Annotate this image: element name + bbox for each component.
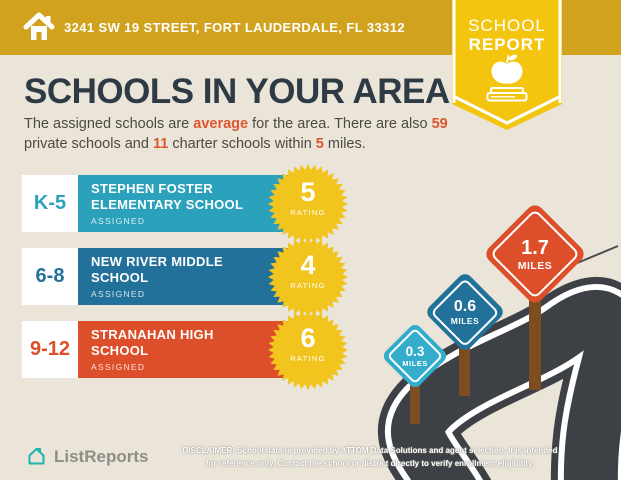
ribbon-title-line1: SCHOOL (468, 16, 546, 35)
footer: ListReports DISCLAIMER: School data is p… (0, 438, 621, 480)
rating-value: 5 (300, 177, 316, 207)
book-icon (486, 87, 528, 102)
intro-part: charter schools within (168, 136, 316, 153)
sign-unit: MILES (402, 359, 428, 368)
sign-unit: MILES (450, 316, 480, 326)
school-name: STEPHEN FOSTER ELEMENTARY SCHOOL (91, 181, 244, 212)
intro-part: for the area. There are also (248, 116, 432, 132)
grade-badge: K-5 (22, 175, 78, 232)
rating-label: RATING (290, 208, 326, 217)
sign-distance: 0.6 (453, 298, 477, 315)
grade-badge: 9-12 (22, 321, 78, 378)
school-row-middle: 6-8 NEW RIVER MIDDLE SCHOOL ASSIGNED 4 RA… (22, 237, 352, 317)
rating-label: RATING (290, 281, 326, 290)
sign-post (459, 312, 470, 396)
disclaimer-text: DISCLAIMER: School data is provided by A… (182, 446, 558, 468)
sign-post (410, 356, 420, 424)
sign-label: 1.7 MILES (495, 217, 575, 291)
assigned-label: ASSIGNED (91, 361, 146, 372)
school-name: NEW RIVER MIDDLE SCHOOL (91, 254, 223, 285)
road (378, 277, 621, 480)
home-icon (23, 12, 55, 40)
intro-highlight-charter-count: 11 (152, 136, 169, 153)
sign-label: 0.6 MILES (425, 283, 505, 341)
intro-part: miles. (323, 136, 366, 153)
intro-part: The assigned schools are (24, 116, 194, 132)
sign-distance: 0.3 (405, 344, 425, 359)
rating-value: 4 (300, 250, 316, 280)
school-name: STRANAHAN HIGH SCHOOL (91, 327, 214, 358)
brand-name: ListReports (54, 446, 149, 466)
school-bar: NEW RIVER MIDDLE SCHOOL ASSIGNED (78, 248, 302, 305)
school-bar: STEPHEN FOSTER ELEMENTARY SCHOOL ASSIGNED (78, 175, 302, 232)
sign-distance: 1.7 (521, 236, 549, 259)
rating-value: 6 (300, 323, 316, 353)
intro-part: private schools and (24, 136, 153, 153)
rating-label: RATING (290, 354, 326, 363)
school-row-elementary: K-5 STEPHEN FOSTER ELEMENTARY SCHOOL ASSI… (22, 164, 352, 244)
house-icon (28, 448, 45, 465)
school-row-high: 9-12 STRANAHAN HIGH SCHOOL ASSIGNED 6 RAT… (22, 310, 352, 390)
brand-logo: ListReports (26, 446, 148, 467)
sign-unit: MILES (517, 259, 553, 272)
intro-highlight-average: average (193, 116, 249, 132)
assigned-label: ASSIGNED (91, 288, 146, 299)
grade-badge: 6-8 (22, 248, 78, 305)
school-report-ribbon: SCHOOL REPORT (452, 0, 562, 130)
property-address: 3241 SW 19 STREET, FORT LAUDERDALE, FL 3… (64, 20, 406, 35)
school-bar: STRANAHAN HIGH SCHOOL ASSIGNED (78, 321, 302, 378)
intro-highlight-private-count: 59 (431, 116, 448, 132)
page-title: SCHOOLS IN YOUR AREA (24, 72, 450, 111)
intro-text: The assigned schools are average for the… (24, 114, 460, 155)
ribbon-chevron (454, 95, 560, 125)
sign-label: 0.3 MILES (375, 332, 455, 380)
apple-icon (491, 54, 523, 84)
assigned-label: ASSIGNED (91, 215, 146, 226)
intro-highlight-miles: 5 (315, 136, 324, 153)
ribbon-title-line2: REPORT (469, 35, 546, 54)
